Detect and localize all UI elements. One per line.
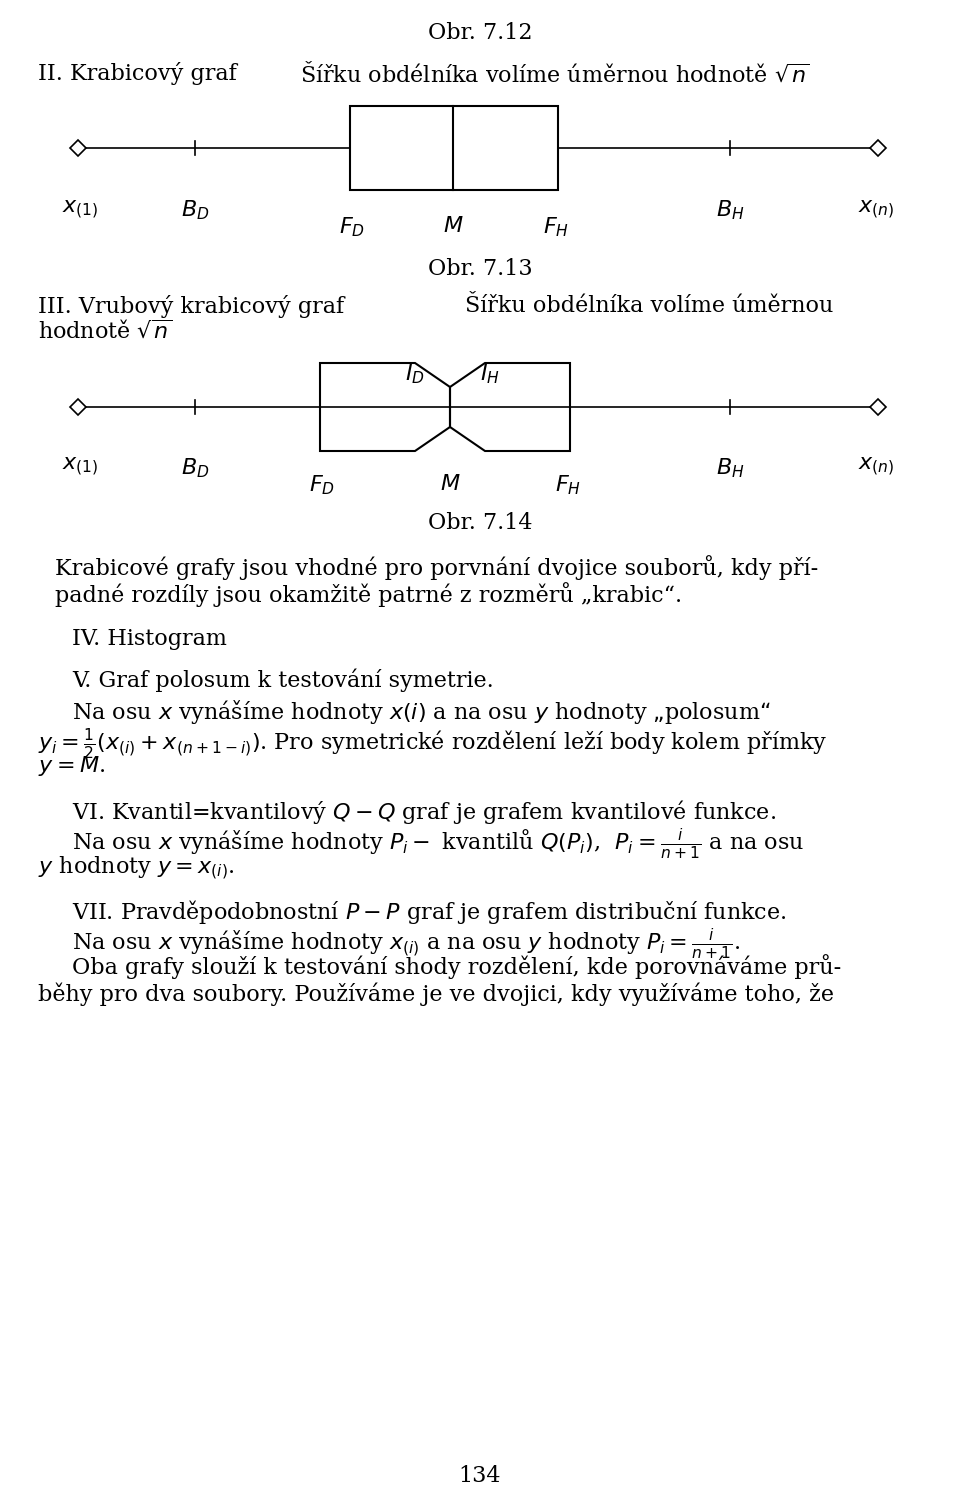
Text: běhy pro dva soubory. Používáme je ve dvojici, kdy využíváme toho, že: běhy pro dva soubory. Používáme je ve dv… bbox=[38, 982, 834, 1006]
Text: Obr. 7.12: Obr. 7.12 bbox=[428, 22, 532, 45]
Text: $x_{(1)}$: $x_{(1)}$ bbox=[61, 455, 98, 479]
Text: $M$: $M$ bbox=[443, 214, 464, 237]
Text: $M$: $M$ bbox=[440, 473, 460, 496]
Text: Krabicové grafy jsou vhodné pro porvnání dvojice souborů, kdy pří-: Krabicové grafy jsou vhodné pro porvnání… bbox=[55, 555, 818, 580]
Text: $x_{(1)}$: $x_{(1)}$ bbox=[61, 198, 98, 220]
Text: $F_H$: $F_H$ bbox=[543, 214, 569, 238]
Text: III. Vrubový krabicový graf: III. Vrubový krabicový graf bbox=[38, 295, 344, 318]
Text: 134: 134 bbox=[459, 1466, 501, 1487]
Text: $B_H$: $B_H$ bbox=[716, 455, 744, 479]
Text: $x_{(n)}$: $x_{(n)}$ bbox=[858, 455, 894, 479]
Text: Na osu $x$ vynášíme hodnoty $x(i)$ a na osu $y$ hodnoty „polosum“: Na osu $x$ vynášíme hodnoty $x(i)$ a na … bbox=[72, 698, 771, 726]
Text: $I_H$: $I_H$ bbox=[480, 362, 500, 385]
Text: IV. Histogram: IV. Histogram bbox=[72, 628, 227, 650]
Text: $y = M$.: $y = M$. bbox=[38, 754, 106, 778]
Text: $F_H$: $F_H$ bbox=[555, 473, 581, 497]
Text: Oba grafy slouží k testování shody rozdělení, kde porovnáváme prů-: Oba grafy slouží k testování shody rozdě… bbox=[72, 954, 841, 979]
Text: $I_D$: $I_D$ bbox=[405, 362, 425, 385]
Text: Na osu $x$ vynášíme hodnoty $x_{(i)}$ a na osu $y$ hodnoty $P_i = \frac{i}{n+1}$: Na osu $x$ vynášíme hodnoty $x_{(i)}$ a … bbox=[72, 926, 740, 961]
Text: V. Graf polosum k testování symetrie.: V. Graf polosum k testování symetrie. bbox=[72, 668, 493, 692]
Bar bbox=[350, 106, 558, 190]
Text: $y_i = \frac{1}{2}(x_{(i)} + x_{(n+1-i)})$. Pro symetrické rozdělení leží body k: $y_i = \frac{1}{2}(x_{(i)} + x_{(n+1-i)}… bbox=[38, 726, 828, 760]
Text: Na osu $x$ vynášíme hodnoty $P_i-$ kvantilů $Q(P_i)$,  $P_i = \frac{i}{n+1}$ a n: Na osu $x$ vynášíme hodnoty $P_i-$ kvant… bbox=[72, 826, 804, 862]
Text: Obr. 7.13: Obr. 7.13 bbox=[428, 257, 532, 280]
Text: VI. Kvantil=kvantilový $Q - Q$ graf je grafem kvantilové funkce.: VI. Kvantil=kvantilový $Q - Q$ graf je g… bbox=[72, 798, 776, 826]
Text: $x_{(n)}$: $x_{(n)}$ bbox=[858, 198, 894, 220]
Text: II. Krabicový graf: II. Krabicový graf bbox=[38, 62, 237, 85]
Text: padné rozdíly jsou okamžitě patrné z rozměrů „krabic“.: padné rozdíly jsou okamžitě patrné z roz… bbox=[55, 582, 683, 607]
Text: $y$ hodnoty $y = x_{(i)}$.: $y$ hodnoty $y = x_{(i)}$. bbox=[38, 854, 235, 881]
Text: $F_D$: $F_D$ bbox=[309, 473, 335, 497]
Text: $B_D$: $B_D$ bbox=[180, 455, 209, 479]
Text: $B_D$: $B_D$ bbox=[180, 198, 209, 222]
Text: $F_D$: $F_D$ bbox=[339, 214, 365, 238]
Text: Obr. 7.14: Obr. 7.14 bbox=[428, 512, 532, 534]
Text: Šířku obdélníka volíme úměrnou: Šířku obdélníka volíme úměrnou bbox=[465, 295, 833, 317]
Text: VII. Pravděpodobnostní $P - P$ graf je grafem distribuční funkce.: VII. Pravděpodobnostní $P - P$ graf je g… bbox=[72, 897, 786, 926]
Text: Šířku obdélníka volíme úměrnou hodnotě $\sqrt{n}$: Šířku obdélníka volíme úměrnou hodnotě $… bbox=[300, 62, 810, 86]
Text: hodnotě $\sqrt{n}$: hodnotě $\sqrt{n}$ bbox=[38, 320, 173, 342]
Text: $B_H$: $B_H$ bbox=[716, 198, 744, 222]
